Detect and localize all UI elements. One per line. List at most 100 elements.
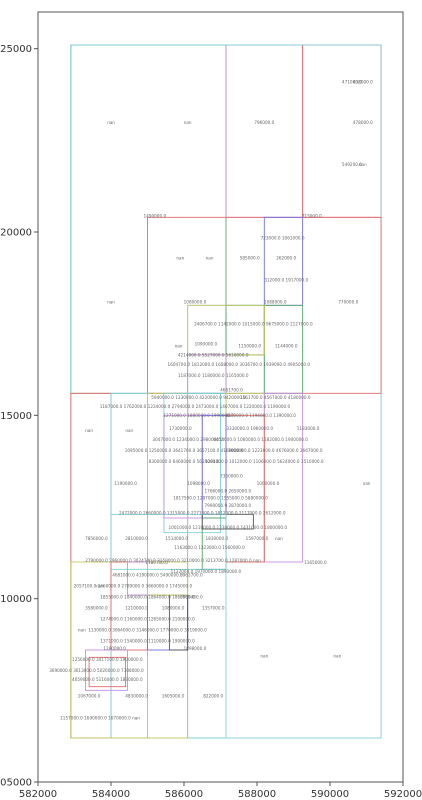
cell-annotation-31: 1187000.0 1762000.0 1234000.0 2794000.0 …	[100, 404, 291, 409]
cell-annotation-44: 1291000.0 1012000.0 1106000.0 5624000.0 …	[205, 459, 324, 464]
cell-annotation-64: 1180700.0	[145, 560, 168, 565]
cell-annotation-39: 3047000.0 1234000.0 2980000.0	[152, 437, 223, 442]
cell-annotation-79: 1371000.0 1540000.0 1110000.0 1900000.0	[100, 639, 195, 644]
cell-annotation-72: 3580000.0	[85, 606, 108, 611]
x-tick-label-0: 582000	[19, 789, 57, 800]
cell-annotation-18: 1088000.0	[264, 300, 287, 305]
cell-annotation-6: 549200.0	[342, 162, 362, 167]
cell-rect-17	[263, 392, 304, 563]
cell-annotation-66: 4681000.0 4190000.0 5490000.0	[112, 573, 183, 578]
cell-annotation-69: 2057100.0 2460000.0 2789000.0 3660000.0 …	[74, 584, 193, 589]
cell-annotation-67: 5962700.0	[180, 573, 203, 578]
cell-annotation-30: 1561700.0 4567000.0 4180000.0	[240, 395, 311, 400]
cell-annotation-58: 1830000.0	[206, 536, 229, 541]
cell-annotation-13: 585000.0	[240, 256, 260, 261]
cell-annotation-68: nan	[96, 584, 104, 589]
cell-annotation-51: 1817500.0 1287000.0 1555000.0 5880000.0	[173, 496, 268, 501]
cell-annotation-91: 1157000.0 1690000.0 1670000.0 nan	[60, 716, 140, 721]
cell-annotation-63: 1122000.0 1970000.0 1890000.0	[171, 569, 242, 574]
cell-annotation-49: nan	[363, 481, 371, 486]
cell-annotation-17: 1080000.0	[184, 300, 207, 305]
cell-annotation-27: 1187000.0 1180000.0 1165000.0	[178, 373, 249, 378]
cell-annotation-3: nan	[184, 120, 192, 125]
cell-annotation-86: 4659000.0 5116000.0 1830000.0	[72, 677, 143, 682]
cell-rectangles	[70, 44, 382, 739]
cell-annotation-22: nan	[175, 344, 183, 349]
cell-annotation-50: 1766000.0 2650000.0	[204, 488, 251, 493]
y-tick-label-4: 4525000	[0, 44, 32, 55]
y-tick-label-2: 4515000	[0, 411, 32, 422]
cell-annotation-84: 1256000.0 3417100.0 1900000.0	[72, 657, 143, 662]
cell-rect-1	[225, 44, 304, 218]
cell-annotation-40: 6454000.0 1060000.0 1182000.0 1940000.0	[213, 437, 308, 442]
cell-annotation-62: 2790000.0 2960000.0 3024700.0 3150000.0 …	[85, 558, 261, 563]
y-tick-label-0: 4505000	[0, 778, 32, 789]
cell-annotation-47: 1098000.0	[187, 481, 210, 486]
cell-rect-23	[110, 513, 227, 570]
cell-annotation-42: 1000000.0 1223000.0 4676000.0 2667000.0	[228, 448, 323, 453]
cell-annotation-19: 770000.0	[338, 300, 358, 305]
cell-annotation-78: nan	[78, 628, 86, 633]
cell-annotation-9: 715000.0	[302, 213, 322, 218]
cell-annotation-28: 4661700.0	[220, 388, 243, 393]
cell-rect-26	[126, 561, 148, 596]
cell-annotation-33: 4870000.0 1194000.0 1390000.0	[225, 413, 296, 418]
cell-annotation-12: nan	[206, 256, 214, 261]
cell-annotation-48: 1000000.0	[257, 481, 280, 486]
cell-annotation-26: 1604700.0 1812000.0 1608000.0 3036700.0 …	[167, 362, 310, 367]
cell-rect-22	[201, 513, 254, 530]
cell-annotation-70: 1855000.0 1840000.0 1864000.0 1860000.0	[100, 595, 195, 600]
cell-annotation-76: 1274000.0 1160000.0 1265000.0 2100000.0	[100, 617, 195, 622]
cell-annotation-59: 1597000.0	[246, 536, 269, 541]
cell-annotation-81: 1280000.0	[103, 646, 126, 651]
y-tick-label-3: 4520000	[0, 228, 32, 239]
cell-annotation-74: 1080000.0	[162, 606, 185, 611]
x-tick-label-4: 590000	[311, 789, 349, 800]
cell-annotation-37: 3330000.0 1960000.0	[226, 426, 273, 431]
cell-rect-30	[84, 649, 128, 691]
cell-annotation-35: nan	[125, 428, 133, 433]
cell-rect-29	[147, 561, 189, 596]
cell-annotation-7: nan	[359, 162, 367, 167]
cell-annotation-23: 1150000.0	[238, 344, 261, 349]
cell-rect-2	[302, 44, 382, 218]
cell-annotation-88: 4830000.0	[125, 694, 148, 699]
cell-annotation-85: 3690000.0 3613000.0 5020000.0 7308000.0	[49, 668, 144, 673]
cell-annotation-11: nan	[176, 256, 184, 261]
cell-annotation-21: 1090000.0	[195, 342, 218, 347]
cell-annotation-25: 4214000.0 5527000.0 5618000.0	[178, 353, 249, 358]
x-axis: 582000 584000 586000 588000 590000 592000	[19, 782, 422, 800]
y-tick-label-1: 4510000	[0, 594, 32, 605]
cell-annotation-32: 1271000.0 1880000.0 1990000.0	[163, 413, 234, 418]
cell-annotation-54: 1001000.0 1210000.0 1230000.0 1431000.0 …	[169, 525, 288, 530]
cell-annotation-80: 1898000.0	[184, 646, 207, 651]
cell-annotation-77: 1130000.0 3064000.0 3146000.0 1770000.0 …	[88, 628, 207, 633]
cell-annotation-29: 5940000.0 1330000.0 4220000.0 9420000.0	[151, 395, 246, 400]
x-tick-label-3: 588000	[238, 789, 276, 800]
x-tick-label-5: 592000	[384, 789, 422, 800]
cell-annotation-34: nan	[85, 428, 93, 433]
cell-annotation-83: nan	[333, 653, 341, 658]
x-tick-label-1: 584000	[92, 789, 130, 800]
cell-rect-5	[263, 216, 304, 306]
cell-annotation-38: 1183000.0	[297, 426, 320, 431]
cell-annotation-46: 1190000.0	[114, 481, 137, 486]
cell-annotation-10: 723000.0 1061000.0	[261, 235, 305, 240]
cell-annotation-65: 1165000.0	[304, 560, 327, 565]
x-tick-label-2: 586000	[165, 789, 203, 800]
cell-annotation-89: 1605000.0	[162, 694, 185, 699]
cell-annotation-2: nan	[107, 120, 115, 125]
cell-annotation-43: 8300000.0 6460000.0 5620000.0	[149, 459, 220, 464]
cell-annotation-57: 1514000.0	[165, 536, 188, 541]
cell-annotation-41: 1095000.0 1250000.0 3641700.0 3657100.0 …	[125, 448, 244, 453]
cell-annotation-16: nan	[107, 300, 115, 305]
cell-annotation-4: 796000.0	[254, 120, 274, 125]
cell-annotation-61: 1163000.0 1323000.0 1560000.0	[174, 545, 245, 550]
cell-annotation-53: 2472000.0 2660000.0 1315000.0 2271000.0 …	[119, 510, 286, 515]
y-axis: 4505000 4510000 4515000 4520000 4525000	[0, 44, 38, 789]
cell-rect-31	[88, 656, 127, 688]
axes-frame	[37, 11, 404, 783]
cell-annotation-5: 478000.0	[353, 120, 373, 125]
